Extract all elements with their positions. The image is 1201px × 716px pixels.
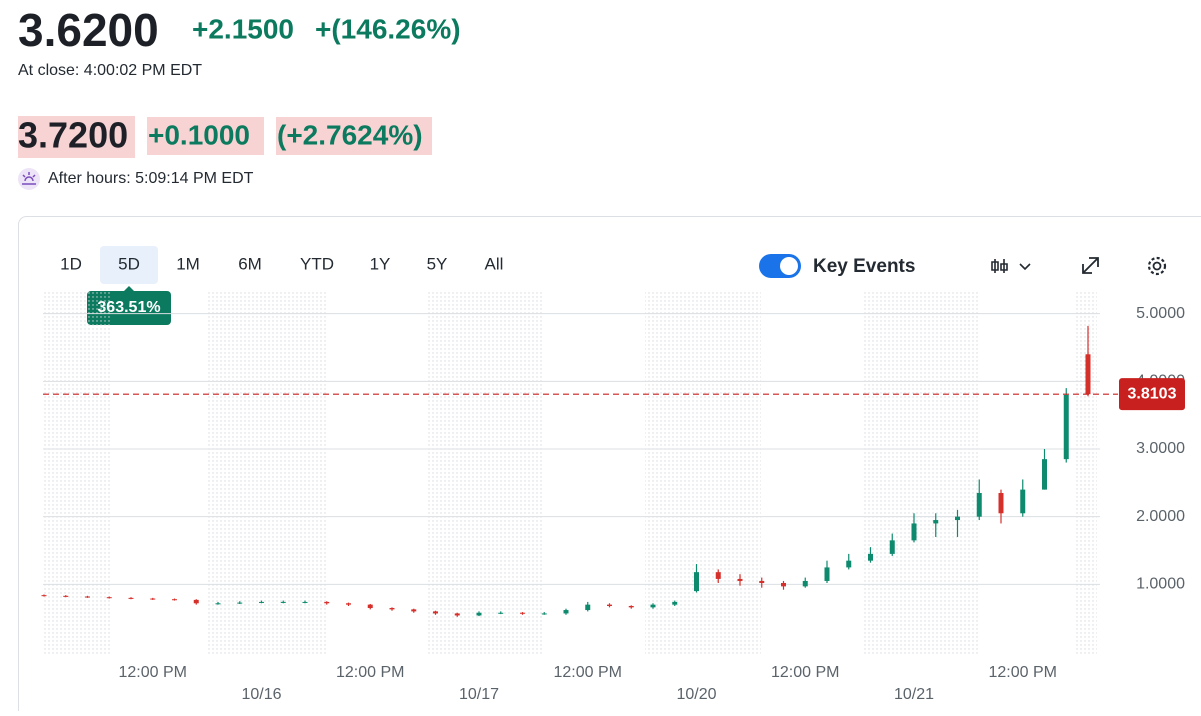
range-button[interactable]: 1M <box>176 254 200 273</box>
range-button[interactable]: 1D <box>60 254 82 273</box>
price: 3.6200 <box>18 4 159 56</box>
candle-body <box>259 602 264 603</box>
candle-body <box>1020 490 1025 514</box>
x-date-label: 10/16 <box>241 686 281 703</box>
candle-body <box>455 613 460 615</box>
range-button[interactable]: All <box>485 254 504 273</box>
candle-body <box>150 599 155 600</box>
candle-body <box>368 605 373 608</box>
candle-body <box>759 581 764 583</box>
candle-body <box>63 596 68 597</box>
candle-body <box>411 609 416 611</box>
y-tick-label: 2.0000 <box>1136 508 1185 525</box>
candle-body <box>629 606 634 607</box>
candle-body <box>846 561 851 568</box>
candle-body <box>694 572 699 591</box>
candle-body <box>999 493 1004 513</box>
candle-body <box>1042 459 1047 489</box>
y-tick-label: 1.0000 <box>1136 576 1185 593</box>
range-button[interactable]: 5Y <box>427 254 448 273</box>
settings-button[interactable] <box>1149 258 1165 274</box>
candle-body <box>433 611 438 613</box>
ah-change: +0.1000 <box>148 119 250 150</box>
candle-body <box>346 603 351 604</box>
x-tick-label: 12:00 PM <box>336 664 404 681</box>
key-events-label[interactable]: Key Events <box>813 256 915 277</box>
candle-body <box>390 608 395 609</box>
candle-body <box>825 567 830 581</box>
candle-body <box>651 605 656 608</box>
range-button[interactable]: YTD <box>300 254 334 273</box>
toggle-knob <box>780 257 798 275</box>
range-button[interactable]: 5D <box>118 254 140 273</box>
fullscreen-button[interactable] <box>1083 258 1098 273</box>
after-hours-icon <box>18 168 40 190</box>
candle-body <box>129 598 134 599</box>
ah-time: After hours: 5:09:14 PM EDT <box>48 170 254 187</box>
candle-body <box>85 597 90 598</box>
settings-button[interactable] <box>1154 263 1161 270</box>
y-tick-label: 3.0000 <box>1136 440 1185 457</box>
last-price-label: 3.8103 <box>1128 385 1177 402</box>
change-pct: +(146.26%) <box>315 13 461 44</box>
change: +2.1500 <box>192 13 294 44</box>
candle-body <box>1064 395 1069 459</box>
candle-body <box>890 540 895 554</box>
candle-body <box>520 613 525 614</box>
candle-body <box>498 613 503 614</box>
candle-body <box>933 520 938 523</box>
x-tick-label: 12:00 PM <box>119 664 187 681</box>
candle-body <box>42 595 47 596</box>
candle-body <box>955 517 960 520</box>
chart-card <box>19 217 1201 712</box>
candle-body <box>564 610 569 613</box>
x-tick-label: 12:00 PM <box>989 664 1057 681</box>
range-button[interactable]: 1Y <box>370 254 391 273</box>
x-tick-label: 12:00 PM <box>554 664 622 681</box>
close-time: At close: 4:00:02 PM EDT <box>18 62 202 79</box>
x-date-label: 10/21 <box>894 686 934 703</box>
candle-body <box>1086 354 1091 394</box>
x-date-label: 10/17 <box>459 686 499 703</box>
candle-body <box>912 523 917 540</box>
candle-body <box>237 603 242 604</box>
candle-body <box>781 583 786 586</box>
y-tick-label: 5.0000 <box>1136 305 1185 322</box>
candle-body <box>172 599 177 600</box>
extended-hours <box>43 290 1097 655</box>
ah-price: 3.7200 <box>18 115 128 156</box>
candle-body <box>477 613 482 616</box>
candle-body <box>542 613 547 614</box>
candle-body <box>585 605 590 610</box>
candle-body <box>738 579 743 581</box>
candle-body <box>281 602 286 603</box>
candle-body <box>977 493 982 517</box>
candle-body <box>868 554 873 561</box>
ah-change-pct: (+2.7624%) <box>277 119 423 150</box>
candle-body <box>803 581 808 586</box>
x-tick-label: 12:00 PM <box>771 664 839 681</box>
candle-body <box>324 602 329 603</box>
candle-body <box>303 602 308 603</box>
candle-body <box>716 572 721 579</box>
chart-type-button[interactable] <box>992 259 1030 273</box>
candle-body <box>672 602 677 605</box>
candle-body <box>607 605 612 606</box>
x-date-label: 10/20 <box>676 686 716 703</box>
candle-body <box>216 603 221 604</box>
candle-body <box>107 597 112 598</box>
range-button[interactable]: 6M <box>238 254 262 273</box>
candle-body <box>194 600 199 603</box>
